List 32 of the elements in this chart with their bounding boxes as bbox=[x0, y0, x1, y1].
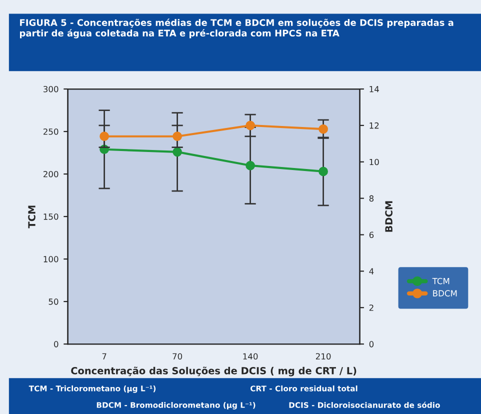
point bbox=[172, 132, 182, 142]
y-tick-label: 100 bbox=[44, 256, 58, 262]
y2-tick-label: 0 bbox=[369, 341, 374, 348]
point bbox=[318, 124, 328, 134]
legend-label: TCM bbox=[432, 278, 450, 284]
y2-tick-label: 12 bbox=[370, 122, 379, 129]
point bbox=[246, 120, 255, 130]
y-tick-label: 200 bbox=[44, 171, 58, 178]
y-tick-label: 250 bbox=[44, 128, 58, 135]
legend-label: BDCM bbox=[433, 290, 457, 296]
y2-tick-label: 6 bbox=[369, 232, 374, 238]
x-tick-label: 140 bbox=[243, 353, 258, 360]
y2-tick-label: 14 bbox=[370, 86, 379, 92]
y-tick-label: 0 bbox=[54, 341, 58, 348]
x-tick-label: 70 bbox=[172, 353, 182, 360]
point bbox=[318, 166, 328, 176]
y-tick-label: 300 bbox=[44, 86, 58, 92]
point bbox=[100, 132, 110, 142]
y2-tick-label: 4 bbox=[369, 268, 374, 274]
x-tick-label: 210 bbox=[316, 353, 331, 360]
y2-tick-label: 2 bbox=[369, 304, 374, 311]
y2-tick-label: 8 bbox=[369, 195, 374, 202]
point bbox=[172, 147, 182, 157]
point bbox=[246, 160, 255, 170]
chart-title: FIGURA 5 - Concentrações médias de TCM e BDCM em soluções de DCIS preparadas a partir de água coletada na ETA e pré-clorada com HPCS na ETA bbox=[20, 18, 454, 38]
y-tick-label: 150 bbox=[44, 214, 58, 220]
y-tick-label: 50 bbox=[48, 298, 58, 305]
y2-tick-label: 10 bbox=[370, 158, 379, 166]
x-axis-title: Concentração das Soluções de DCIS ( mg de CRT / L) bbox=[71, 366, 356, 376]
y-axis-title: TCM bbox=[28, 206, 36, 228]
x-tick-label: 7 bbox=[102, 353, 106, 360]
y2-axis-title: BDCM bbox=[385, 201, 392, 232]
